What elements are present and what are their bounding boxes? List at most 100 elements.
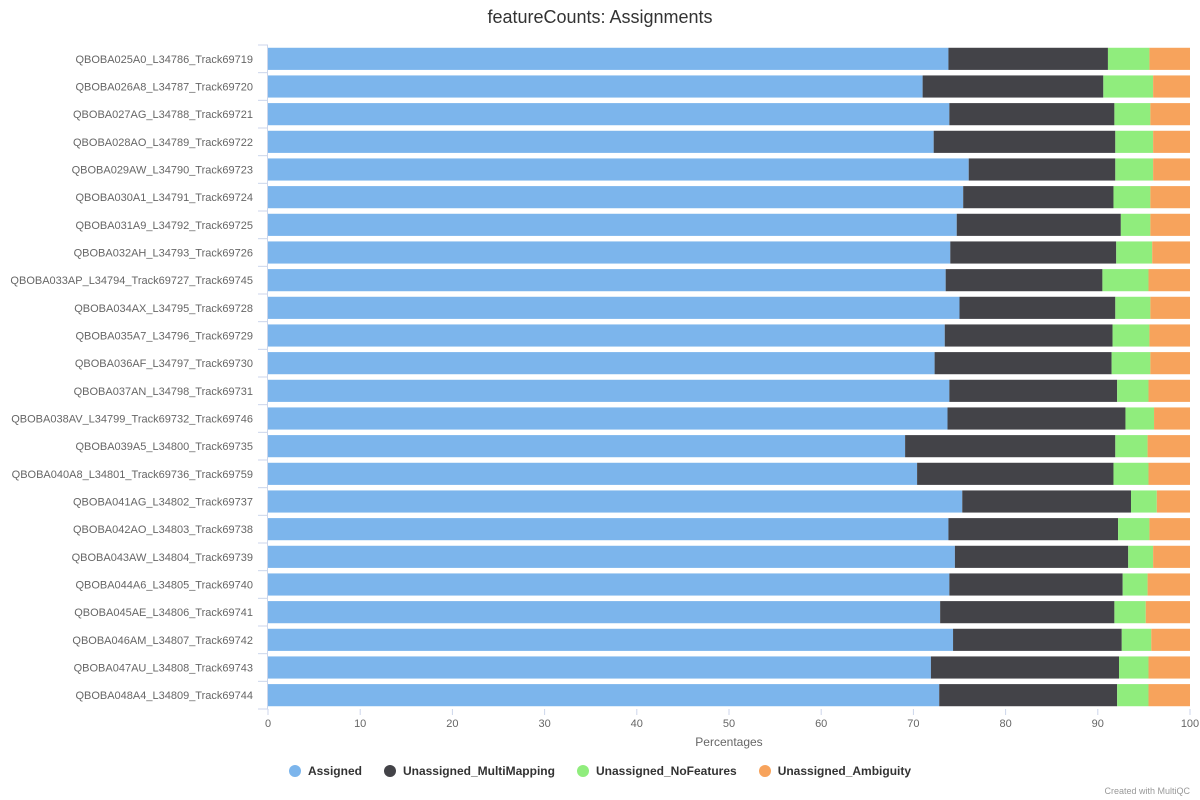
bar-segment-unassigned-nofeatures[interactable] — [1114, 601, 1146, 624]
bar-segment-unassigned-nofeatures[interactable] — [1112, 324, 1150, 347]
bar-segment-unassigned-multimapping[interactable] — [959, 296, 1116, 319]
bar-segment-unassigned-multimapping[interactable] — [948, 47, 1108, 70]
bar-segment-unassigned-nofeatures[interactable] — [1117, 684, 1149, 707]
bar-segment-unassigned-ambiguity[interactable] — [1147, 573, 1190, 596]
bar-segment-assigned[interactable] — [268, 186, 964, 209]
bar-segment-unassigned-multimapping[interactable] — [949, 379, 1118, 402]
legend-item-unassigned-ambiguity[interactable]: Unassigned_Ambiguity — [758, 764, 911, 778]
bar-segment-unassigned-ambiguity[interactable] — [1148, 684, 1190, 707]
bar-segment-assigned[interactable] — [268, 269, 946, 292]
bar-segment-assigned[interactable] — [268, 656, 931, 679]
bar-segment-unassigned-ambiguity[interactable] — [1153, 545, 1190, 568]
bar-segment-assigned[interactable] — [268, 47, 949, 70]
bar-segment-unassigned-nofeatures[interactable] — [1115, 130, 1154, 153]
bar-segment-unassigned-nofeatures[interactable] — [1130, 490, 1157, 513]
bar-segment-unassigned-nofeatures[interactable] — [1114, 103, 1151, 126]
bar-segment-assigned[interactable] — [268, 352, 935, 375]
bar-segment-unassigned-nofeatures[interactable] — [1115, 435, 1148, 458]
bar-segment-assigned[interactable] — [268, 573, 950, 596]
legend-item-assigned[interactable]: Assigned — [288, 764, 362, 778]
bar-segment-assigned[interactable] — [268, 435, 906, 458]
bar-segment-assigned[interactable] — [268, 462, 918, 485]
bar-segment-unassigned-multimapping[interactable] — [933, 130, 1116, 153]
bar-segment-unassigned-ambiguity[interactable] — [1147, 435, 1190, 458]
bar-segment-unassigned-multimapping[interactable] — [949, 103, 1115, 126]
bar-segment-unassigned-nofeatures[interactable] — [1120, 213, 1151, 236]
bar-segment-unassigned-ambiguity[interactable] — [1152, 241, 1190, 264]
bar-segment-unassigned-multimapping[interactable] — [948, 518, 1119, 541]
bar-segment-unassigned-nofeatures[interactable] — [1115, 296, 1151, 319]
bar-segment-unassigned-nofeatures[interactable] — [1125, 407, 1155, 430]
bar-segment-assigned[interactable] — [268, 518, 949, 541]
bar-segment-unassigned-nofeatures[interactable] — [1128, 545, 1154, 568]
bar-segment-unassigned-nofeatures[interactable] — [1119, 656, 1149, 679]
bar-segment-unassigned-multimapping[interactable] — [934, 352, 1112, 375]
bar-segment-unassigned-nofeatures[interactable] — [1107, 47, 1150, 70]
bar-segment-unassigned-nofeatures[interactable] — [1115, 158, 1154, 181]
bar-segment-unassigned-multimapping[interactable] — [930, 656, 1120, 679]
bar-segment-assigned[interactable] — [268, 379, 950, 402]
bar-segment-assigned[interactable] — [268, 158, 969, 181]
bar-segment-assigned[interactable] — [268, 103, 950, 126]
bar-segment-unassigned-nofeatures[interactable] — [1118, 518, 1150, 541]
bar-segment-unassigned-multimapping[interactable] — [968, 158, 1116, 181]
legend-item-unassigned-multimapping[interactable]: Unassigned_MultiMapping — [383, 764, 555, 778]
bar-segment-unassigned-ambiguity[interactable] — [1153, 75, 1190, 98]
bar-segment-unassigned-ambiguity[interactable] — [1148, 462, 1190, 485]
bar-segment-unassigned-ambiguity[interactable] — [1149, 47, 1190, 70]
bar-segment-assigned[interactable] — [268, 241, 951, 264]
bar-segment-unassigned-ambiguity[interactable] — [1148, 656, 1190, 679]
bar-segment-unassigned-nofeatures[interactable] — [1102, 269, 1149, 292]
bar-segment-unassigned-nofeatures[interactable] — [1111, 352, 1151, 375]
bar-segment-unassigned-multimapping[interactable] — [962, 490, 1131, 513]
bar-segment-unassigned-ambiguity[interactable] — [1149, 518, 1190, 541]
bar-segment-assigned[interactable] — [268, 684, 940, 707]
bar-segment-unassigned-ambiguity[interactable] — [1150, 186, 1190, 209]
bar-segment-unassigned-multimapping[interactable] — [949, 573, 1123, 596]
bar-segment-unassigned-ambiguity[interactable] — [1150, 352, 1190, 375]
bar-segment-unassigned-ambiguity[interactable] — [1149, 324, 1190, 347]
bar-segment-assigned[interactable] — [268, 213, 957, 236]
bar-segment-unassigned-multimapping[interactable] — [950, 241, 1117, 264]
bar-segment-unassigned-ambiguity[interactable] — [1156, 490, 1190, 513]
bar-segment-unassigned-ambiguity[interactable] — [1151, 628, 1190, 651]
bar-segment-assigned[interactable] — [268, 601, 941, 624]
bar-segment-assigned[interactable] — [268, 75, 923, 98]
bar-segment-unassigned-ambiguity[interactable] — [1150, 103, 1190, 126]
bar-segment-assigned[interactable] — [268, 407, 948, 430]
bar-segment-unassigned-multimapping[interactable] — [939, 684, 1118, 707]
bar-segment-unassigned-ambiguity[interactable] — [1154, 407, 1190, 430]
bar-segment-unassigned-nofeatures[interactable] — [1117, 379, 1149, 402]
bar-segment-unassigned-nofeatures[interactable] — [1103, 75, 1154, 98]
bar-segment-unassigned-ambiguity[interactable] — [1150, 296, 1190, 319]
bar-segment-unassigned-nofeatures[interactable] — [1113, 462, 1149, 485]
bar-segment-unassigned-multimapping[interactable] — [956, 213, 1121, 236]
bar-segment-assigned[interactable] — [268, 324, 945, 347]
bar-segment-unassigned-multimapping[interactable] — [947, 407, 1126, 430]
bar-segment-unassigned-multimapping[interactable] — [922, 75, 1104, 98]
bar-segment-assigned[interactable] — [268, 130, 934, 153]
bar-segment-unassigned-ambiguity[interactable] — [1150, 213, 1190, 236]
bar-segment-assigned[interactable] — [268, 628, 954, 651]
bar-segment-unassigned-multimapping[interactable] — [963, 186, 1114, 209]
bar-segment-unassigned-multimapping[interactable] — [944, 324, 1113, 347]
bar-segment-unassigned-ambiguity[interactable] — [1145, 601, 1190, 624]
bar-segment-assigned[interactable] — [268, 296, 960, 319]
bar-segment-unassigned-multimapping[interactable] — [917, 462, 1114, 485]
bar-segment-unassigned-multimapping[interactable] — [945, 269, 1103, 292]
bar-segment-unassigned-nofeatures[interactable] — [1122, 573, 1148, 596]
bar-segment-unassigned-nofeatures[interactable] — [1121, 628, 1152, 651]
bar-segment-assigned[interactable] — [268, 490, 963, 513]
bar-segment-unassigned-multimapping[interactable] — [953, 628, 1122, 651]
credits-text[interactable]: Created with MultiQC — [1104, 786, 1190, 796]
bar-segment-unassigned-ambiguity[interactable] — [1153, 158, 1190, 181]
bar-segment-unassigned-multimapping[interactable] — [905, 435, 1116, 458]
bar-segment-unassigned-multimapping[interactable] — [954, 545, 1129, 568]
legend-item-unassigned-nofeatures[interactable]: Unassigned_NoFeatures — [576, 764, 737, 778]
bar-segment-unassigned-multimapping[interactable] — [940, 601, 1115, 624]
bar-segment-unassigned-ambiguity[interactable] — [1153, 130, 1190, 153]
bar-segment-unassigned-nofeatures[interactable] — [1113, 186, 1151, 209]
bar-segment-assigned[interactable] — [268, 545, 955, 568]
bar-segment-unassigned-nofeatures[interactable] — [1116, 241, 1153, 264]
bar-segment-unassigned-ambiguity[interactable] — [1148, 379, 1190, 402]
